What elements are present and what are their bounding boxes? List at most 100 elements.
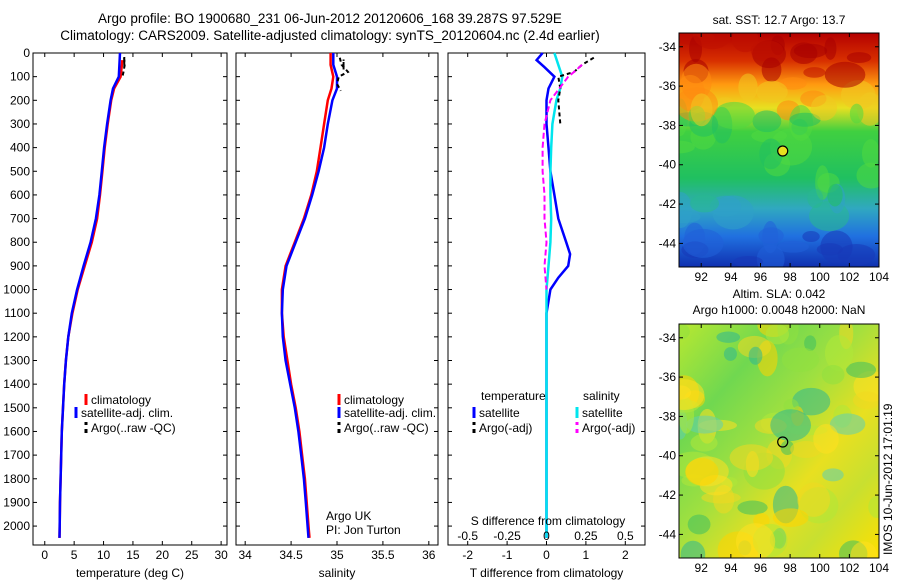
map-x-tick-label: 94 [724, 561, 738, 575]
map-x-tick-label: 96 [754, 561, 768, 575]
map-texture-blob [729, 444, 774, 471]
map-texture-blob [748, 346, 763, 365]
map-y-tick-label: -44 [659, 236, 677, 250]
legend-title-temperature: temperature [481, 389, 546, 403]
map-texture-blob [810, 95, 838, 121]
y-tick-label: 900 [10, 259, 30, 273]
map-texture-blob [765, 324, 790, 345]
map-texture-blob [816, 243, 843, 256]
y-tick-label: 1500 [3, 401, 30, 415]
map-texture-blob [781, 347, 820, 372]
map-field [679, 33, 879, 267]
y-tick-label: 1600 [3, 424, 30, 438]
map-texture-blob [679, 140, 695, 154]
map-y-tick-label: -38 [659, 409, 677, 423]
map-texture-blob [685, 458, 719, 486]
argo-marker-glyph: i [342, 57, 346, 73]
map-texture-blob [802, 230, 820, 243]
figure-subtitle: Climatology: CARS2009. Satellite-adjuste… [60, 28, 600, 43]
legend-label: Argo(..raw -QC) [344, 421, 429, 435]
top-tick-label: 0 [543, 529, 550, 543]
argo-marker-glyph: i [122, 54, 126, 70]
map-x-tick-label: 92 [695, 561, 709, 575]
map-texture-blob [779, 77, 807, 90]
map-x-tick-label: 102 [839, 270, 859, 284]
map-y-tick-label: -44 [659, 527, 677, 541]
map-texture-blob [803, 67, 826, 78]
y-tick-label: 200 [10, 93, 30, 107]
map-texture-blob [868, 495, 879, 519]
map-x-tick-label: 104 [869, 561, 889, 575]
map-texture-blob [733, 255, 764, 267]
map-x-tick-label: 94 [724, 270, 738, 284]
map-texture-blob [692, 33, 733, 50]
map-x-tick-label: 104 [869, 270, 889, 284]
figure-title: Argo profile: BO 1900680_231 06-Jun-2012… [98, 11, 562, 26]
map-y-tick-label: -42 [659, 197, 677, 211]
y-tick-label: 300 [10, 117, 30, 131]
map-texture-blob [846, 52, 872, 63]
map-texture-blob [837, 244, 876, 266]
map-texture-blob [716, 331, 741, 343]
map-y-tick-label: -40 [659, 158, 677, 172]
map-texture-blob [687, 514, 711, 535]
y-tick-label: 1400 [3, 377, 30, 391]
map-texture-blob [685, 415, 724, 434]
map-texture-blob [824, 61, 866, 88]
map-texture-blob [679, 324, 690, 340]
legend-label: satellite-adj. clim. [344, 406, 436, 420]
map-texture-blob [790, 441, 822, 458]
legend-label: satellite-adj. clim. [81, 406, 173, 420]
x-tick-label: 34.5 [279, 548, 303, 562]
map-frame [678, 32, 880, 268]
map-texture-blob [758, 227, 784, 244]
map-texture-blob [761, 57, 782, 82]
map-x-tick-label: 98 [783, 561, 797, 575]
x-tick-label: 34 [239, 548, 253, 562]
x-axis-label: temperature (deg C) [76, 566, 184, 580]
y-tick-label: 1700 [3, 448, 30, 462]
profile-panel-2: 34 34.5 35 35.5 36 salinity climatologysatelli… [235, 52, 439, 580]
map-texture-blob [821, 365, 845, 385]
map-x-tick-label: 92 [695, 270, 709, 284]
map-x-tick-label: 100 [810, 270, 830, 284]
x-tick-label: -2 [462, 548, 473, 562]
x-tick-label: 25 [185, 548, 199, 562]
map-y-tick-label: -40 [659, 449, 677, 463]
y-tick-label: 100 [10, 70, 30, 84]
map-texture-blob [731, 33, 759, 53]
map-texture-blob [751, 128, 788, 143]
map-texture-blob [735, 523, 776, 558]
x-tick-label: 2 [622, 548, 629, 562]
series-line-3 [557, 56, 595, 125]
top-tick-label: 0.25 [574, 529, 598, 543]
map-texture-blob [756, 80, 788, 103]
map-texture-blob [680, 540, 706, 558]
y-tick-label: 800 [10, 235, 30, 249]
map-title: sat. SST: 12.7 Argo: 13.7 [713, 13, 846, 27]
map-x-tick-label: 96 [754, 270, 768, 284]
map-texture-blob [807, 188, 824, 209]
map-texture-blob [846, 361, 877, 379]
y-tick-label: 2000 [3, 519, 30, 533]
map-panel-1: 92 94 96 98 100 102 104 -34 -36 -38 -40 -42 -44 sat. … [659, 13, 890, 284]
y-tick-label: 1300 [3, 354, 30, 368]
map-field [679, 324, 879, 558]
map-texture-blob [770, 409, 812, 442]
argo-position-marker [777, 145, 789, 157]
x-tick-label: 15 [126, 548, 140, 562]
map-texture-blob [822, 468, 844, 482]
x-tick-label: 35 [330, 548, 344, 562]
y-tick-label: 1000 [3, 283, 30, 297]
map-texture-blob [790, 42, 818, 65]
series-line-3 [335, 57, 350, 92]
top-tick-label: -0.25 [493, 529, 521, 543]
map-texture-blob [850, 541, 878, 558]
y-tick-label: 500 [10, 164, 30, 178]
y-tick-label: 1100 [4, 306, 30, 320]
argo-position-marker [777, 436, 789, 448]
annotation-institution: Argo UK [326, 509, 371, 523]
top-tick-label: -0.5 [457, 529, 478, 543]
legend-label: climatology [91, 393, 151, 407]
map-x-tick-label: 100 [810, 561, 830, 575]
